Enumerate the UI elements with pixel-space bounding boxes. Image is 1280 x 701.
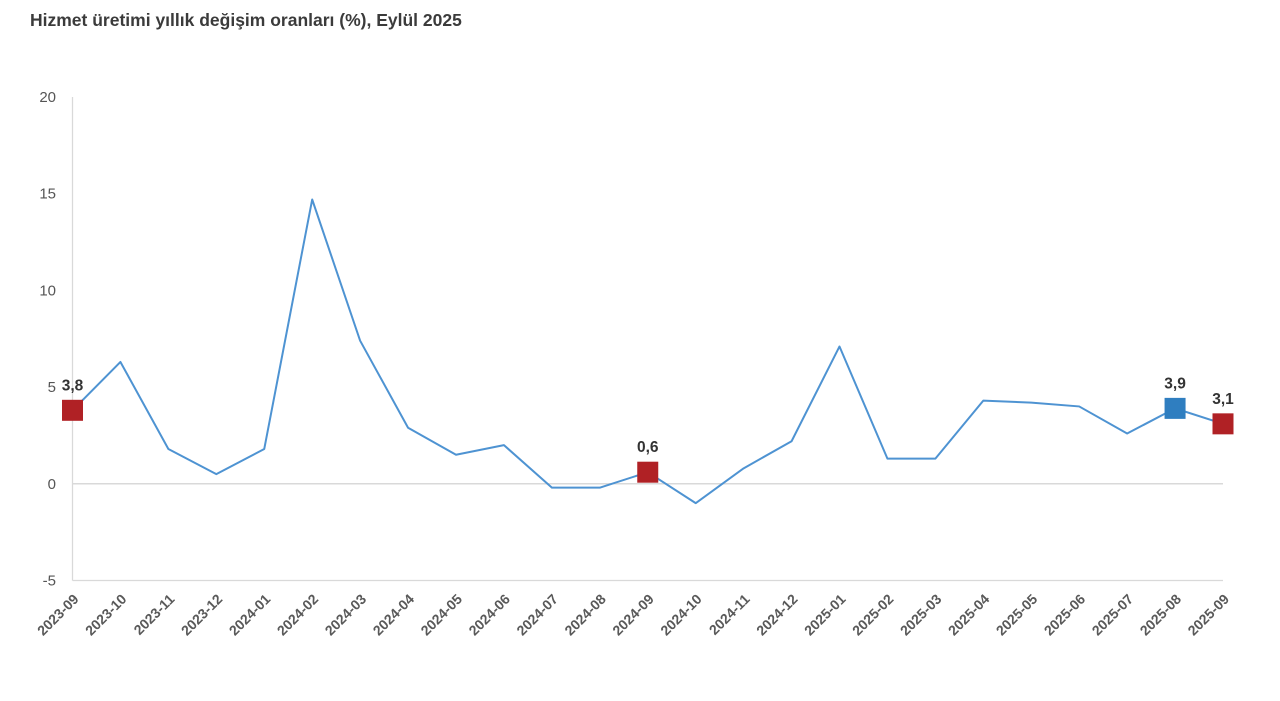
highlight-marker <box>1164 397 1186 419</box>
x-tick-label: 2024-01 <box>226 591 274 639</box>
x-tick-label: 2024-06 <box>465 591 513 639</box>
highlight-marker <box>1212 413 1234 435</box>
x-tick-label: 2025-02 <box>849 591 897 639</box>
data-label: 3,1 <box>1212 391 1234 408</box>
x-tick-label: 2025-05 <box>993 591 1041 639</box>
x-tick-label: 2024-05 <box>417 591 465 639</box>
x-tick-label: 2024-07 <box>513 591 561 639</box>
x-tick-label: 2025-09 <box>1184 591 1232 639</box>
chart-title: Hizmet üretimi yıllık değişim oranları (… <box>30 10 462 30</box>
data-label: 0,6 <box>637 439 659 456</box>
y-tick-label: 15 <box>39 186 56 203</box>
y-tick-label: 10 <box>39 282 56 299</box>
x-tick-label: 2025-04 <box>945 591 993 639</box>
x-tick-label: 2023-11 <box>130 591 177 638</box>
x-tick-label: 2025-08 <box>1137 591 1185 639</box>
highlight-marker <box>637 461 659 483</box>
x-tick-label: 2024-10 <box>657 591 705 639</box>
y-tick-label: 20 <box>39 89 56 106</box>
x-tick-label: 2024-11 <box>706 591 753 638</box>
x-tick-label: 2024-08 <box>561 591 609 639</box>
x-tick-label: 2024-09 <box>609 591 657 639</box>
x-tick-label: 2024-02 <box>274 591 322 639</box>
x-tick-label: 2025-07 <box>1089 591 1137 639</box>
x-tick-label: 2024-04 <box>370 591 418 639</box>
x-tick-label: 2024-03 <box>322 591 370 639</box>
x-tick-label: 2025-03 <box>897 591 945 639</box>
x-tick-label: 2025-06 <box>1041 591 1089 639</box>
x-tick-label: 2023-09 <box>34 591 82 639</box>
x-tick-label: 2025-01 <box>801 591 849 639</box>
y-tick-label: -5 <box>43 573 56 590</box>
y-tick-label: 0 <box>48 476 56 493</box>
x-tick-label: 2023-10 <box>82 591 130 639</box>
data-label: 3,8 <box>62 377 84 394</box>
x-tick-label: 2024-12 <box>753 591 801 639</box>
data-label: 3,9 <box>1164 375 1186 392</box>
x-tick-label: 2023-12 <box>178 591 226 639</box>
y-tick-label: 5 <box>48 379 56 396</box>
highlight-marker <box>62 399 83 421</box>
line-series <box>71 198 1224 505</box>
